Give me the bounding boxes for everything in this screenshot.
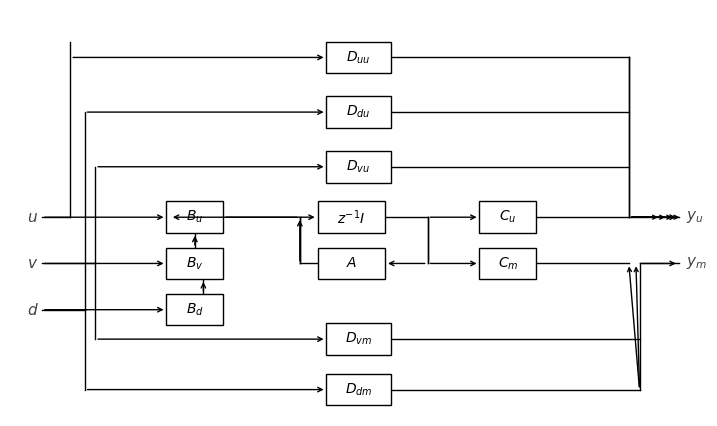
- Text: $B_u$: $B_u$: [186, 209, 204, 225]
- Text: $A$: $A$: [346, 256, 357, 271]
- Bar: [166, 201, 223, 233]
- Text: $B_v$: $B_v$: [186, 255, 204, 272]
- Text: $C_u$: $C_u$: [499, 209, 517, 225]
- Bar: [326, 323, 391, 355]
- Bar: [166, 294, 223, 325]
- Text: $D_{dm}$: $D_{dm}$: [345, 381, 372, 398]
- Text: $z^{-1}I$: $z^{-1}I$: [337, 208, 366, 227]
- Bar: [318, 248, 385, 279]
- Text: $C_m$: $C_m$: [498, 255, 518, 272]
- Text: $D_{vm}$: $D_{vm}$: [345, 331, 372, 347]
- Bar: [166, 248, 223, 279]
- Text: $y_u$: $y_u$: [685, 209, 703, 225]
- Bar: [326, 151, 391, 182]
- Bar: [326, 96, 391, 128]
- Text: $y_m$: $y_m$: [685, 256, 707, 271]
- Text: $D_{du}$: $D_{du}$: [346, 104, 371, 120]
- Text: $D_{uu}$: $D_{uu}$: [346, 49, 371, 66]
- Text: $B_d$: $B_d$: [186, 302, 204, 318]
- Bar: [318, 201, 385, 233]
- Text: $D_{vu}$: $D_{vu}$: [346, 158, 371, 175]
- Bar: [480, 201, 536, 233]
- Text: $d$: $d$: [27, 302, 38, 318]
- Bar: [326, 374, 391, 406]
- Text: $v$: $v$: [27, 256, 38, 271]
- Bar: [326, 42, 391, 73]
- Bar: [480, 248, 536, 279]
- Text: $u$: $u$: [27, 210, 38, 225]
